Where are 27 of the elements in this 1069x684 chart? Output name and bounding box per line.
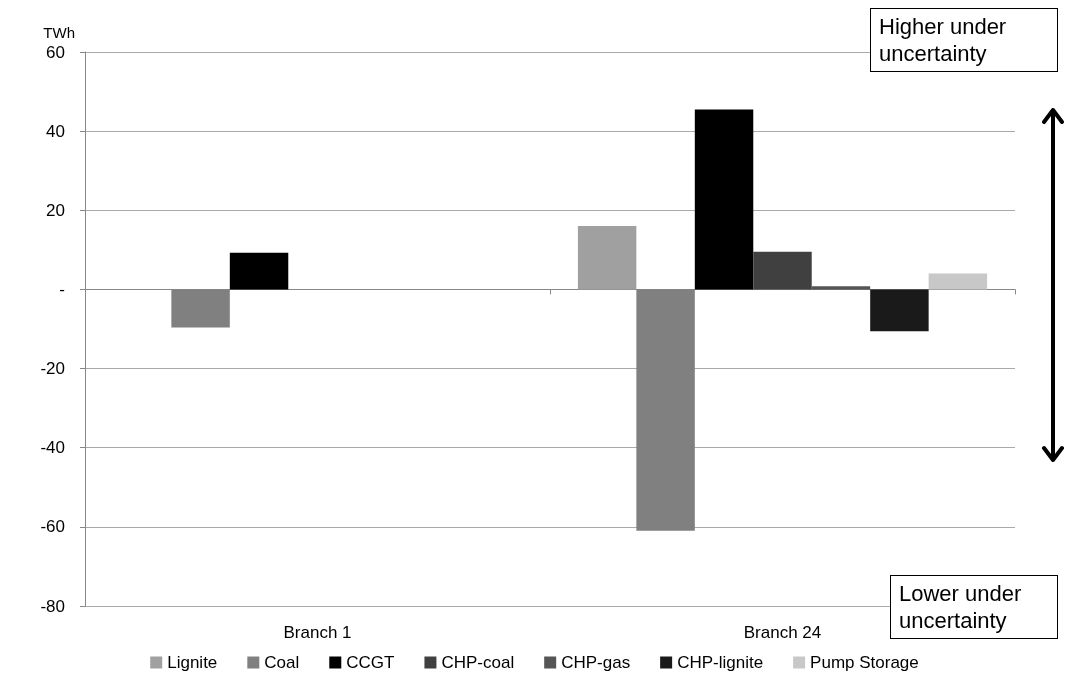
x-tick-label: Branch 1 [283, 623, 352, 642]
y-tick-label: 60 [46, 42, 65, 62]
legend-label: Pump Storage [810, 653, 919, 672]
bar [229, 252, 289, 290]
annotation: Lower under uncertainty [890, 575, 1058, 639]
legend-label: CHP-coal [441, 653, 515, 672]
y-tick-label: 20 [46, 200, 65, 220]
y-tick-label: -80 [40, 596, 65, 616]
y-tick-label: -40 [40, 438, 65, 458]
bar [811, 286, 871, 290]
y-tick-label: -20 [40, 359, 65, 379]
y-tick-label: - [59, 279, 65, 299]
legend-label: Coal [264, 653, 300, 672]
legend-label: CCGT [346, 653, 395, 672]
y-tick-label: -60 [40, 517, 65, 537]
legend-label: CHP-lignite [677, 653, 764, 672]
legend-label: CHP-gas [561, 653, 631, 672]
bar [870, 289, 929, 332]
bar [694, 109, 754, 290]
legend-label: Lignite [167, 653, 218, 672]
bar [577, 226, 637, 290]
x-tick-label: Branch 24 [743, 623, 822, 642]
annotation: Higher under uncertainty [870, 8, 1058, 72]
bar [928, 273, 988, 290]
y-axis-title: TWh [43, 24, 75, 41]
bar [753, 251, 812, 290]
y-tick-label: 40 [46, 121, 65, 141]
